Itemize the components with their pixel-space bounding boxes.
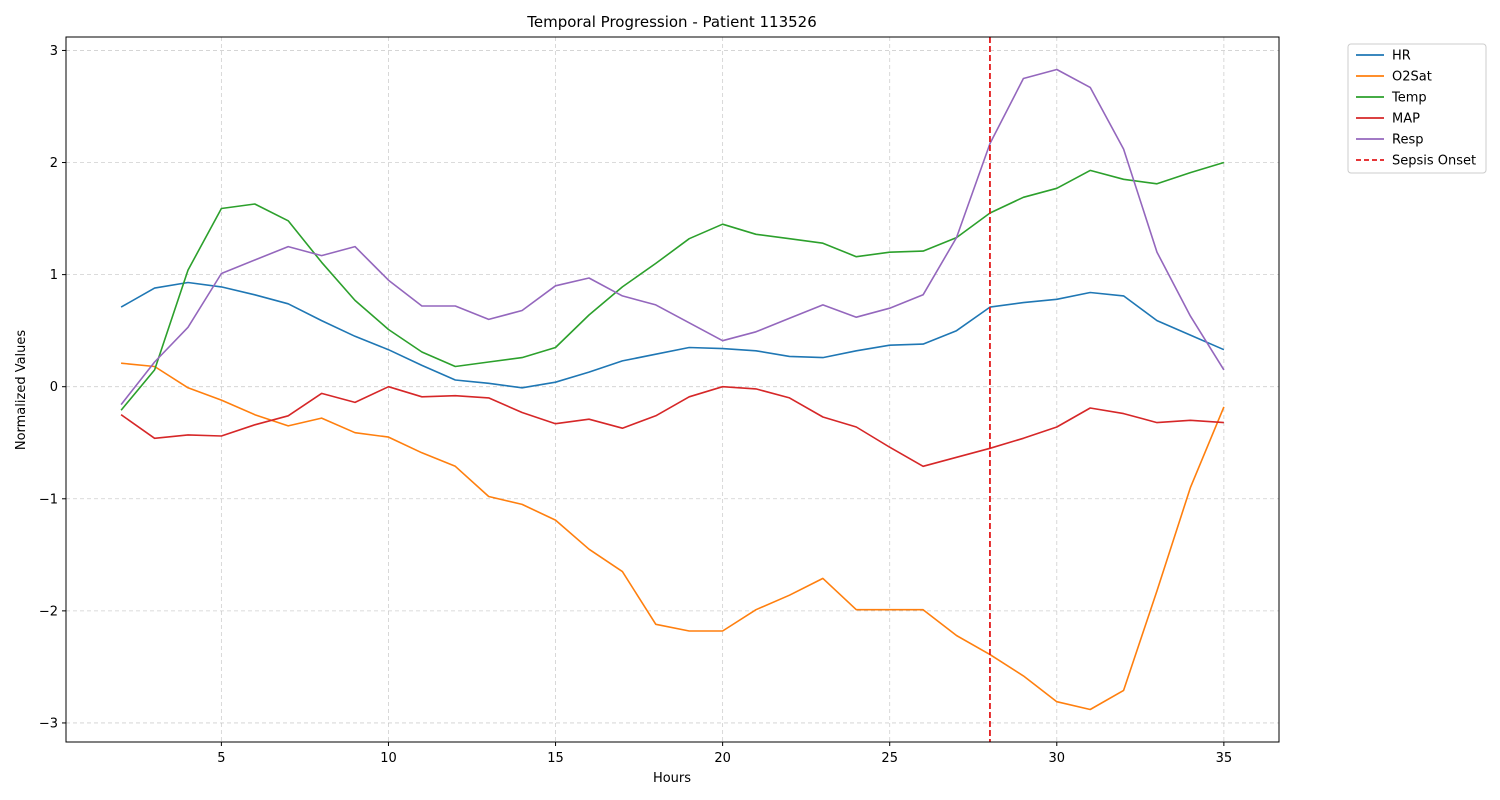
series-lines: [120, 37, 1225, 742]
x-tick-label: 35: [1216, 751, 1233, 766]
y-axis-label: Normalized Values: [14, 330, 29, 451]
x-tick-label: 10: [380, 751, 397, 766]
series-line-hr: [120, 281, 1225, 389]
grid: [66, 37, 1279, 742]
legend-label: Temp: [1391, 91, 1427, 106]
x-tick-label: 15: [547, 751, 564, 766]
y-tick-label: 2: [50, 156, 58, 171]
legend-label: MAP: [1392, 112, 1420, 127]
x-tick-label: 30: [1049, 751, 1066, 766]
chart-title: Temporal Progression - Patient 113526: [526, 13, 817, 31]
series-line-o2sat: [121, 362, 1225, 711]
y-tick-label: −3: [39, 716, 58, 731]
y-tick-label: −2: [39, 604, 58, 619]
y-tick-label: −1: [39, 492, 58, 507]
series-line-map: [120, 385, 1224, 468]
x-tick-label: 20: [714, 751, 731, 766]
x-tick-label: 5: [217, 751, 225, 766]
legend-label: Resp: [1392, 133, 1423, 148]
series-line-temp: [120, 161, 1225, 411]
legend-label: O2Sat: [1392, 70, 1432, 85]
x-axis-label: Hours: [653, 771, 691, 786]
legend: HR O2Sat Temp MAP Resp Sepsis Onset: [1347, 43, 1487, 174]
y-tick-label: 3: [50, 44, 58, 59]
x-tick-label: 25: [881, 751, 898, 766]
series-line-resp: [120, 68, 1225, 406]
y-tick-label: 0: [50, 380, 58, 395]
axis-ticks: 5 10 15 20 25 30 35 −3 −2 −1 0 1 2 3: [39, 44, 1232, 766]
legend-label: HR: [1392, 49, 1411, 64]
y-tick-label: 1: [50, 268, 58, 283]
legend-label: Sepsis Onset: [1392, 154, 1476, 169]
plot-area-frame: [65, 36, 1280, 743]
